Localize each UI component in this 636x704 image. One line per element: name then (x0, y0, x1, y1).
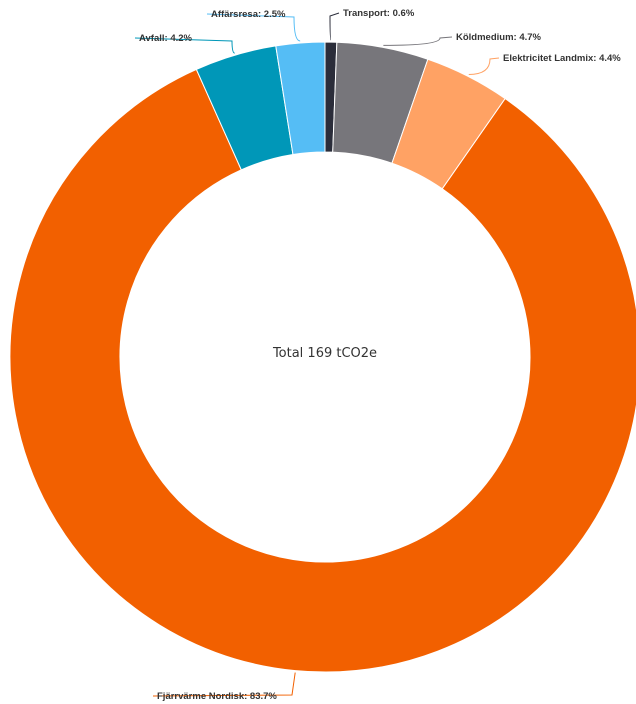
slice-label-5: Affärsresa: 2.5% (211, 9, 286, 20)
slice-label-4: Avfall: 4.2% (139, 33, 193, 44)
connector-3 (152, 672, 296, 697)
connector-0 (329, 12, 340, 41)
connector-1 (383, 36, 453, 46)
slice-label-1: Köldmedium: 4.7% (456, 32, 542, 43)
connector-2 (468, 57, 500, 75)
slice-3[interactable] (9, 68, 636, 673)
connector-5 (206, 13, 301, 42)
center-total-label: Total 169 tCO2e (272, 346, 377, 361)
slice-label-2: Elektricitet Landmix: 4.4% (503, 53, 621, 64)
slice-label-0: Transport: 0.6% (343, 8, 415, 19)
slice-label-3: Fjärrvärme Nordisk: 83.7% (157, 691, 277, 702)
connector-4 (134, 37, 235, 54)
slice-5[interactable] (275, 41, 326, 156)
